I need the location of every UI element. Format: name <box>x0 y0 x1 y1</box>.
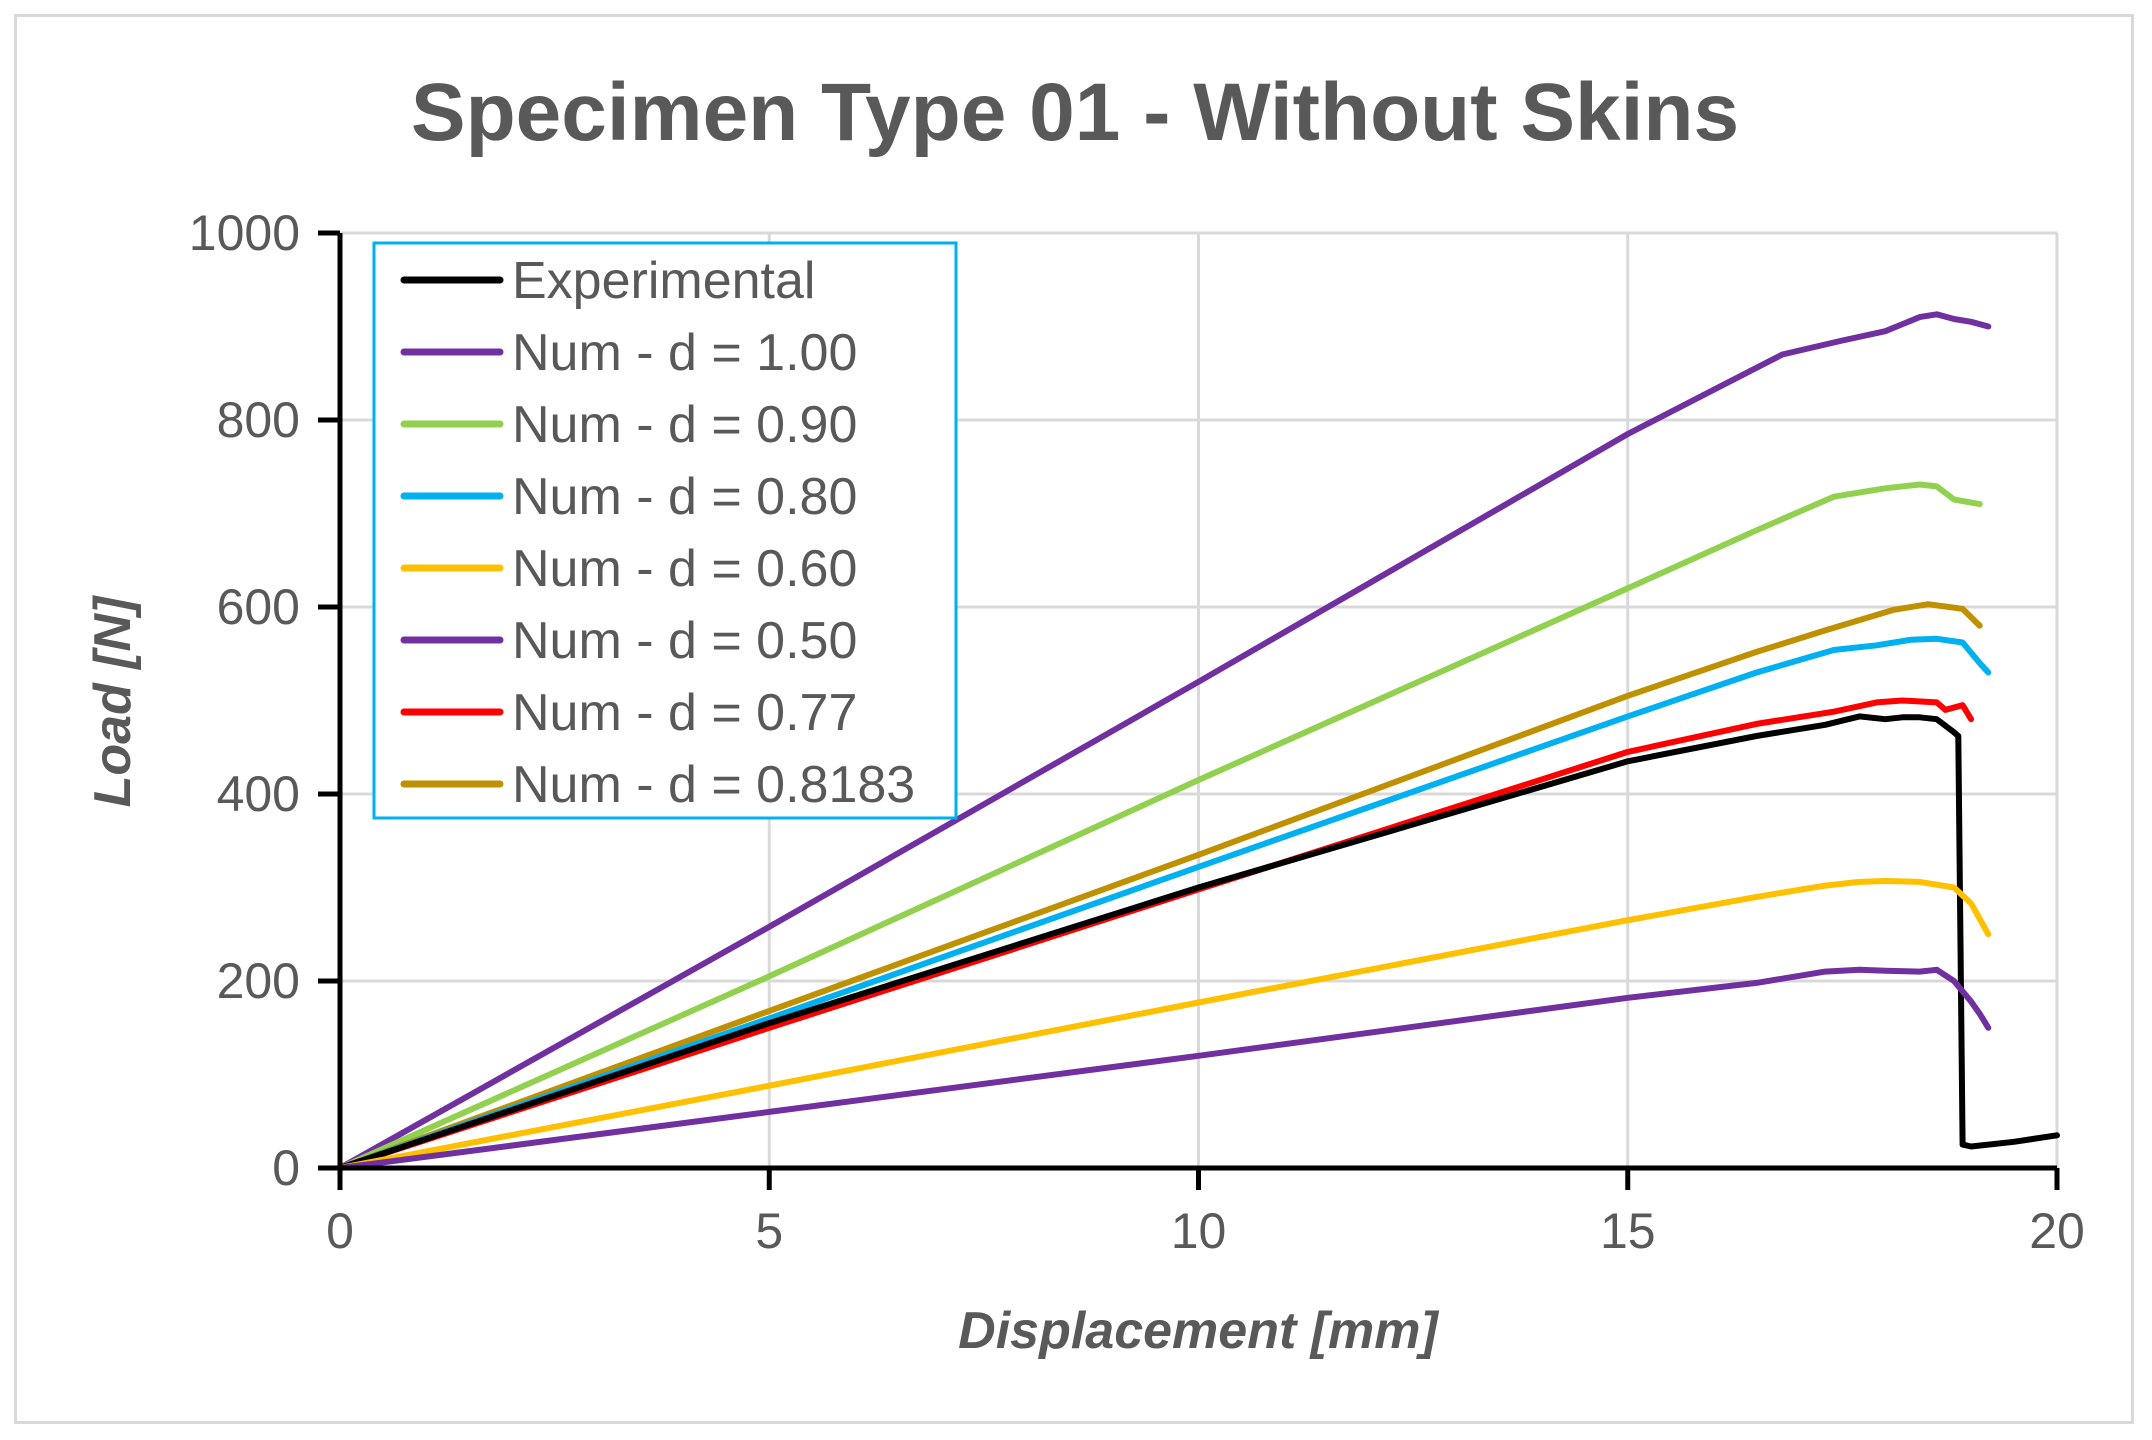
legend-label: Num - d = 0.60 <box>512 540 857 598</box>
legend-label: Experimental <box>512 252 815 310</box>
y-tick-label: 400 <box>217 766 300 822</box>
x-tick-label: 0 <box>326 1203 354 1259</box>
y-tick-label: 800 <box>217 392 300 448</box>
series-line <box>337 966 1992 1171</box>
data-series <box>337 311 2060 1171</box>
axes <box>318 230 2060 1190</box>
series-line <box>337 481 1983 1171</box>
legend-label: Num - d = 0.90 <box>512 396 857 454</box>
legend-label: Num - d = 1.00 <box>512 324 857 382</box>
series-line <box>337 713 2060 1171</box>
tick-labels: 0 200 400 600 800 1000 0 5 10 15 20 <box>189 205 2085 1259</box>
legend-label: Num - d = 0.77 <box>512 684 857 742</box>
series-line <box>337 601 1983 1171</box>
x-tick-label: 10 <box>1171 1203 1227 1259</box>
x-tick-label: 5 <box>755 1203 783 1259</box>
x-tick-label: 20 <box>2029 1203 2085 1259</box>
y-tick-label: 200 <box>217 953 300 1009</box>
series-line <box>337 311 1992 1171</box>
y-tick-label: 0 <box>272 1140 300 1196</box>
y-tick-label: 1000 <box>189 205 300 261</box>
legend-label: Num - d = 0.8183 <box>512 756 915 814</box>
series-line <box>337 878 1992 1171</box>
series-line <box>337 635 1992 1171</box>
legend: Experimental Num - d = 1.00 Num - d = 0.90… <box>372 241 958 820</box>
legend-label: Num - d = 0.50 <box>512 612 857 670</box>
chart-title: Specimen Type 01 - Without Skins <box>411 67 1739 158</box>
x-tick-label: 15 <box>1600 1203 1656 1259</box>
y-axis-title: Load [N] <box>84 595 142 808</box>
y-tick-label: 600 <box>217 579 300 635</box>
x-axis-title: Displacement [mm] <box>958 1302 1439 1360</box>
legend-box <box>372 241 958 820</box>
legend-label: Num - d = 0.80 <box>512 468 857 526</box>
